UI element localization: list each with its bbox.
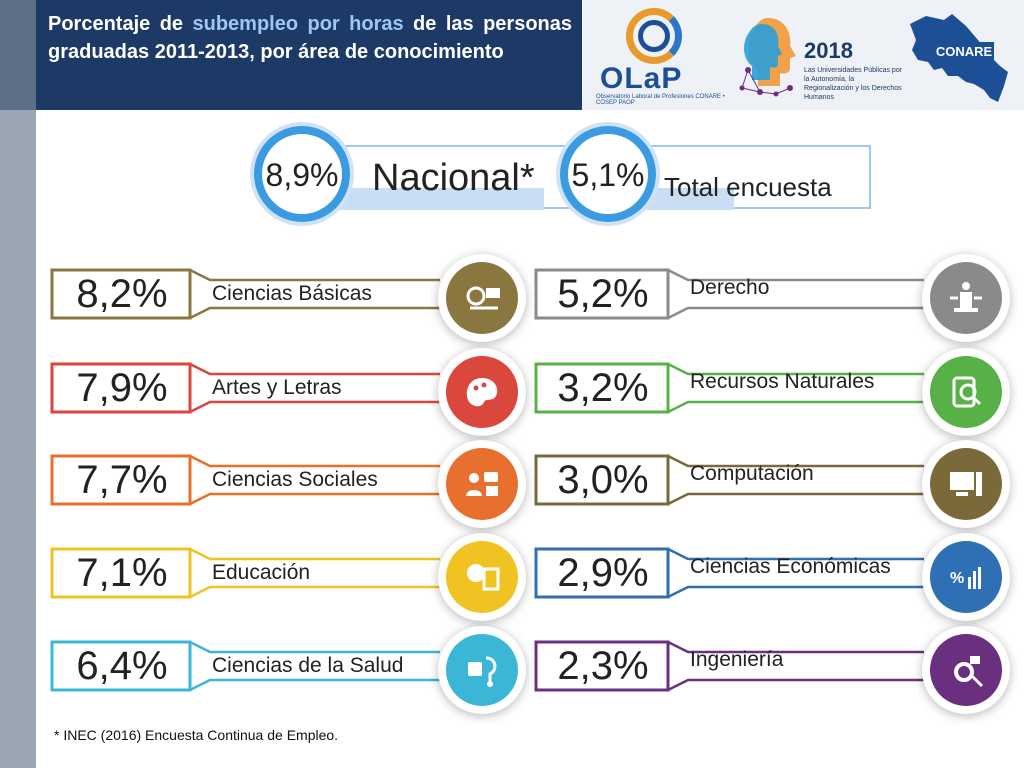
area-icon-badge [446, 262, 518, 334]
nature-icon [952, 376, 982, 408]
area-percentage: 8,2% [56, 272, 188, 316]
law-icon [950, 282, 982, 312]
area-label: Derecho [690, 276, 770, 299]
olap-ring-icon [626, 8, 682, 64]
health-icon [468, 656, 497, 687]
national-value: 8,9% [266, 157, 339, 193]
title-part2: de las personas graduadas 2011-2013, por… [48, 13, 573, 63]
year-subtitle: Las Universidades Públicas por la Autono… [804, 67, 903, 101]
area-row: 2,9% Ciencias Económicas% [534, 541, 1004, 613]
area-label: Educación [212, 561, 311, 584]
area-icon-badge [446, 541, 518, 613]
heads-network-icon [739, 18, 796, 97]
area-row: 5,2% Derecho [534, 262, 1004, 334]
science-icon [466, 286, 500, 310]
area-percentage: 7,1% [56, 551, 188, 595]
area-icon-badge [446, 356, 518, 428]
engineering-icon [954, 656, 984, 688]
area-row: 3,0% Computación [534, 448, 1004, 520]
area-icon-badge [930, 448, 1002, 520]
survey-value: 5,1% [572, 157, 645, 193]
area-percentage: 3,2% [540, 366, 666, 410]
area-row: 6,4% Ciencias de la Salud [50, 634, 520, 706]
area-percentage: 3,0% [540, 458, 666, 502]
olap-inner-ring-icon [638, 20, 670, 52]
header: Porcentaje de subempleo por horas de las… [36, 0, 1024, 110]
area-label: Ciencias de la Salud [212, 654, 404, 677]
education-icon [467, 564, 500, 591]
title-part1: Porcentaje de [48, 13, 193, 35]
olap-subtitle: Observatorio Laboral de Profesiones CONA… [596, 94, 725, 106]
left-strip-top [0, 0, 36, 110]
area-label: Ingeniería [690, 648, 784, 671]
area-row: 7,9% Artes y Letras [50, 356, 520, 428]
area-icon-badge [930, 262, 1002, 334]
area-label: Ciencias Básicas [212, 282, 372, 305]
left-decorative-strip [0, 0, 36, 768]
conare-label: CONARE [936, 44, 993, 59]
economics-icon: % [950, 567, 981, 589]
summary-banner: 8,9% Nacional* 5,1% Total encuesta [250, 122, 871, 226]
palette-icon [466, 378, 498, 407]
social-icon [466, 472, 498, 496]
title-highlight: subempleo por horas [192, 13, 404, 35]
computer-icon [950, 472, 982, 496]
area-label: Computación [690, 462, 814, 485]
olap-wordmark: OLaP [600, 62, 683, 95]
area-percentage: 2,3% [540, 644, 666, 688]
area-icon-badge [446, 634, 518, 706]
area-icon-badge [930, 634, 1002, 706]
area-label: Recursos Naturales [690, 370, 875, 393]
area-label: Ciencias Económicas [690, 555, 891, 578]
area-icon-badge [930, 356, 1002, 428]
costa-rica-map-icon: CONARE [910, 14, 1008, 102]
area-percentage: 5,2% [540, 272, 666, 316]
area-icon-badge [446, 448, 518, 520]
area-label: Ciencias Sociales [212, 468, 378, 491]
area-row: 7,1% Educación [50, 541, 520, 613]
area-label: Artes y Letras [212, 376, 342, 399]
logos-area: OLaP Observatorio Laboral de Profesiones… [582, 0, 1024, 110]
svg-text:%: % [950, 570, 964, 587]
area-percentage: 7,9% [56, 366, 188, 410]
survey-label: Total encuesta [664, 172, 832, 202]
area-row: 8,2% Ciencias Básicas [50, 262, 520, 334]
area-row: 7,7% Ciencias Sociales [50, 448, 520, 520]
area-icon-badge: % [930, 541, 1002, 613]
olap-logo: OLaP Observatorio Laboral de Profesiones… [596, 8, 736, 106]
page-title: Porcentaje de subempleo por horas de las… [48, 10, 572, 66]
area-percentage: 7,7% [56, 458, 188, 502]
area-row: 2,3% Ingeniería [534, 634, 1004, 706]
area-percentage: 2,9% [540, 551, 666, 595]
area-row: 3,2% Recursos Naturales [534, 356, 1004, 428]
national-label: Nacional* [372, 157, 535, 199]
year-label: 2018 [804, 38, 853, 63]
title-box: Porcentaje de subempleo por horas de las… [36, 0, 582, 110]
area-percentage: 6,4% [56, 644, 188, 688]
footnote: * INEC (2016) Encuesta Continua de Emple… [54, 727, 339, 743]
